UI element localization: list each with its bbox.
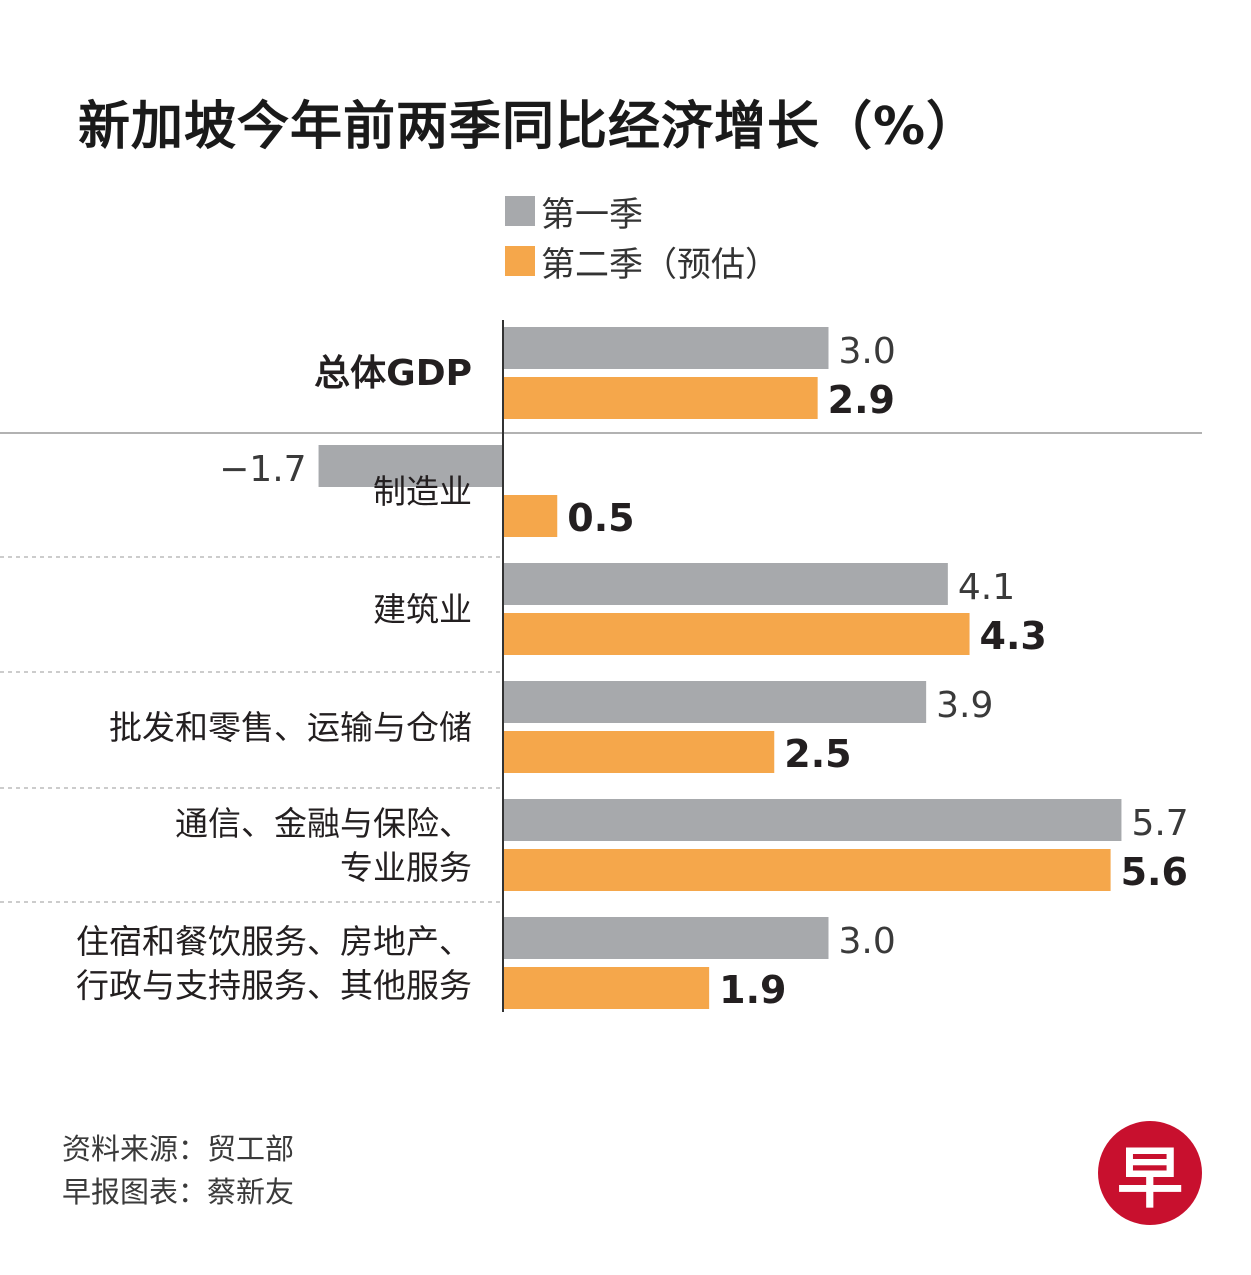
category-label: 专业服务 — [340, 848, 472, 887]
bar-q2 — [503, 967, 710, 1009]
legend-label-q1: 第一季 — [541, 194, 643, 235]
legend-item-q2: 第二季（预估） — [505, 236, 779, 286]
category-label: 总体GDP — [314, 353, 472, 394]
data-label-q2: 0.5 — [567, 496, 634, 540]
bar-q2 — [503, 377, 818, 419]
bar-q1 — [503, 563, 948, 605]
category-label: 住宿和餐饮服务、房地产、 — [76, 922, 472, 961]
bar-q1 — [503, 327, 829, 369]
data-label-q2: 2.9 — [828, 378, 895, 422]
bar-chart: 3.0 2.9 总体GDP −1.7 0.5 制造业 4.1 4.3 建筑业 3.9 2.5 批发和零… — [0, 320, 1202, 1012]
data-label-q2: 2.5 — [784, 732, 851, 776]
category-label: 行政与支持服务、其他服务 — [76, 966, 472, 1005]
data-label-q1: 3.0 — [839, 331, 896, 372]
legend-label-q2: 第二季（预估） — [541, 244, 779, 285]
bar-q1 — [318, 445, 503, 487]
data-label-q2: 4.3 — [980, 614, 1047, 658]
data-source: 资料来源：贸工部 — [62, 1132, 295, 1166]
data-label-q1: 4.1 — [958, 567, 1015, 608]
logo-text: 早 — [1117, 1140, 1183, 1217]
legend-swatch-q2 — [505, 246, 535, 276]
bar-q2 — [503, 613, 970, 655]
bar-q1 — [503, 799, 1122, 841]
chart-credit: 早报图表：蔡新友 — [62, 1175, 295, 1209]
legend: 第一季 第二季（预估） — [505, 186, 779, 286]
category-label: 制造业 — [373, 472, 472, 511]
bar-q1 — [503, 917, 829, 959]
data-label-q1: −1.7 — [219, 449, 306, 490]
data-label-q1: 5.7 — [1131, 803, 1188, 844]
legend-item-q1: 第一季 — [505, 186, 779, 236]
zaobao-logo: 早 — [1098, 1121, 1202, 1225]
data-label-q2: 5.6 — [1121, 850, 1188, 894]
category-label: 建筑业 — [373, 590, 472, 629]
data-label-q1: 3.0 — [839, 921, 896, 962]
source-note: 资料来源：贸工部 早报图表：蔡新友 — [62, 1128, 294, 1214]
category-label: 通信、金融与保险、 — [175, 804, 472, 843]
legend-swatch-q1 — [505, 196, 535, 226]
bar-q2 — [503, 495, 558, 537]
chart-title: 新加坡今年前两季同比经济增长（%） — [78, 97, 980, 157]
data-label-q1: 3.9 — [936, 685, 993, 726]
bar-q1 — [503, 681, 927, 723]
bar-q2 — [503, 731, 775, 773]
bar-q2 — [503, 849, 1111, 891]
data-label-q2: 1.9 — [719, 968, 786, 1012]
category-label: 批发和零售、运输与仓储 — [109, 708, 472, 747]
